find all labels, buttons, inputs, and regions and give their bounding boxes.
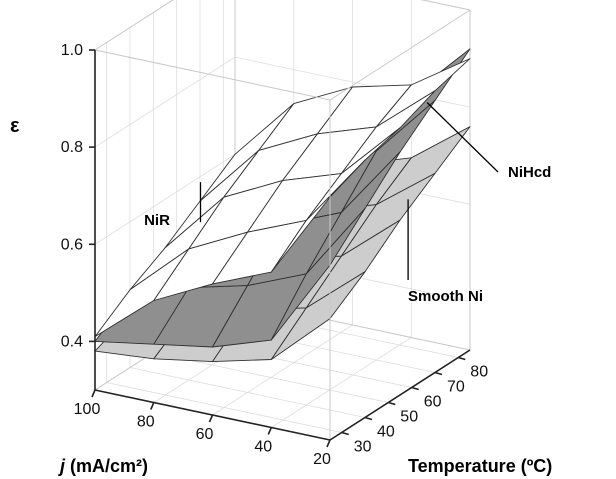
- z-axis-label: ε: [10, 115, 20, 137]
- x-axis-label-italic: j: [58, 456, 66, 476]
- y-tick-mark: [341, 431, 349, 436]
- x-tick-label: 60: [196, 426, 214, 443]
- leader-line: [426, 102, 499, 173]
- y-tick-mark: [434, 371, 443, 376]
- z-tick-label: 0.6: [61, 236, 83, 253]
- x-tick-mark: [91, 389, 96, 398]
- x-tick-label: 100: [74, 401, 101, 418]
- surface-patch: [270, 208, 366, 341]
- y-tick-mark: [411, 386, 419, 391]
- grid-line: [129, 367, 366, 418]
- z-tick-label: 1.0: [61, 42, 83, 59]
- series-annotations: NiR NiHcd Smooth Ni: [144, 102, 551, 305]
- y-tick-label: 80: [470, 364, 488, 381]
- x-tick-label: 20: [313, 451, 331, 468]
- y-tick-label: 30: [354, 439, 372, 456]
- tick-labels: 0.4 0.6 0.8 1.0 100 80 60 40 20 30 40 50 60 70 80: [61, 42, 488, 468]
- x-tick-mark: [267, 427, 273, 435]
- box-edge: [94, 0, 174, 51]
- x-tick-label: 80: [137, 414, 155, 431]
- y-axis-label: Temperature (ºC): [408, 456, 552, 476]
- surfaces: [94, 48, 471, 363]
- y-tick-mark: [388, 401, 396, 406]
- x-tick-mark: [208, 414, 214, 423]
- x-tick-label: 40: [254, 439, 272, 456]
- series-label-smooth-ni: Smooth Ni: [408, 288, 483, 305]
- grid-line: [271, 337, 412, 428]
- x-axis-label: j (mA/cm²): [58, 456, 148, 476]
- y-tick-mark: [458, 356, 466, 361]
- series-label-nir: NiR: [144, 212, 170, 229]
- grid-line: [94, 153, 236, 245]
- box-edge: [420, 0, 471, 11]
- grid-line: [94, 56, 236, 148]
- y-tick-label: 70: [447, 379, 465, 396]
- y-tick-mark: [364, 416, 373, 421]
- y-tick-label: 50: [400, 409, 418, 426]
- surface-patch: [270, 271, 366, 360]
- box-edge: [94, 49, 331, 101]
- x-tick-mark: [326, 439, 331, 448]
- y-axis-line: [329, 349, 471, 441]
- grid-line: [212, 324, 353, 416]
- x-axis-label-rest: (mA/cm²): [65, 456, 148, 476]
- y-tick-label: 40: [377, 424, 395, 441]
- z-tick-label: 0.4: [61, 333, 83, 350]
- grid-line: [106, 382, 342, 433]
- axis-box-front: [89, 9, 471, 448]
- y-tick-label: 60: [424, 394, 442, 411]
- surface-patch: [270, 159, 366, 273]
- z-tick-label: 0.8: [61, 139, 83, 156]
- box-edge: [329, 9, 471, 101]
- x-tick-mark: [150, 402, 155, 410]
- grid-line: [94, 0, 174, 51]
- series-label-nihcd: NiHcd: [508, 164, 551, 181]
